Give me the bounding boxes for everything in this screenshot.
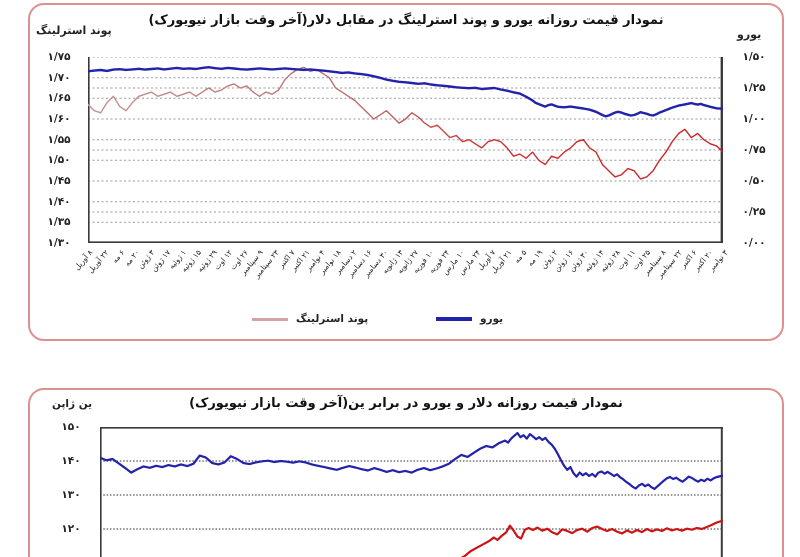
chart1-right-axis-label: یورو bbox=[737, 28, 762, 41]
panel-eur-gbp-usd-chart: نمودار قیمت روزانه یورو و پوند استرلینگ … bbox=[28, 3, 784, 341]
chart1-right-tick-1: ۱/۲۵ bbox=[742, 82, 766, 94]
chart2-plot-area bbox=[100, 427, 723, 557]
chart1-left-tick-0: ۱/۷۵ bbox=[47, 51, 71, 63]
chart2-left-tick-3: ۱۲۰ bbox=[61, 523, 81, 535]
chart1-plot-area bbox=[88, 57, 723, 243]
chart1-left-axis-label: پوند استرلینگ bbox=[36, 24, 112, 37]
chart1-legend: پوند استرلینگ یورو bbox=[0, 313, 800, 331]
chart1-left-tick-6: ۱/۴۵ bbox=[47, 175, 71, 187]
chart2-line-blue bbox=[100, 431, 723, 491]
chart1-left-tick-4: ۱/۵۵ bbox=[47, 133, 71, 146]
chart1-left-tick-7: ۱/۴۰ bbox=[47, 195, 71, 208]
chart1-line-pound bbox=[88, 66, 723, 180]
chart1-left-tick-3: ۱/۶۰ bbox=[47, 113, 71, 125]
pound-line-swatch bbox=[252, 317, 288, 321]
chart1-right-tick-0: ۱/۵۰ bbox=[742, 51, 766, 63]
chart1-right-tick-5: ۰/۲۵ bbox=[742, 206, 766, 218]
chart1-right-tick-2: ۱/۰۰ bbox=[742, 113, 766, 125]
chart2-left-tick-2: ۱۳۰ bbox=[61, 489, 81, 501]
chart1-left-tick-8: ۱/۳۵ bbox=[47, 216, 71, 229]
chart1-line-euro bbox=[88, 65, 723, 118]
chart1-right-tick-3: ۰/۷۵ bbox=[742, 144, 766, 156]
chart1-left-tick-1: ۱/۷۰ bbox=[47, 71, 71, 84]
chart1-left-tick-9: ۱/۳۰ bbox=[47, 237, 71, 249]
chart2-left-tick-1: ۱۴۰ bbox=[61, 455, 81, 467]
chart1-left-tick-5: ۱/۵۰ bbox=[47, 154, 71, 167]
chart2-left-axis-label: ین ژاپن bbox=[52, 398, 93, 410]
legend-label-pound: پوند استرلینگ bbox=[296, 313, 369, 325]
chart1-left-tick-2: ۱/۶۵ bbox=[47, 92, 71, 105]
chart1-title: نمودار قیمت روزانه یورو و پوند استرلینگ … bbox=[148, 13, 664, 28]
chart1-x-axis-labels: ۸ آوریل ۲۲ آوریل ۶ مه ۲۰ مه ۳ ژوئن ۱۷ ژوئن ۱ ژ… bbox=[73, 246, 730, 310]
chart1-right-tick-6: ۰/۰۰ bbox=[742, 237, 766, 249]
legend-label-euro: یورو bbox=[480, 313, 504, 325]
legend-item-euro: یورو bbox=[436, 313, 503, 325]
chart2-left-tick-0: ۱۵۰ bbox=[61, 421, 81, 433]
euro-line-swatch bbox=[436, 317, 472, 321]
legend-item-pound: پوند استرلینگ bbox=[252, 313, 368, 325]
chart2-line-red bbox=[460, 519, 723, 557]
chart1-right-tick-4: ۰/۵۰ bbox=[742, 175, 766, 187]
chart2-title: نمودار قیمت روزانه دلار و یورو در برابر … bbox=[189, 396, 623, 411]
